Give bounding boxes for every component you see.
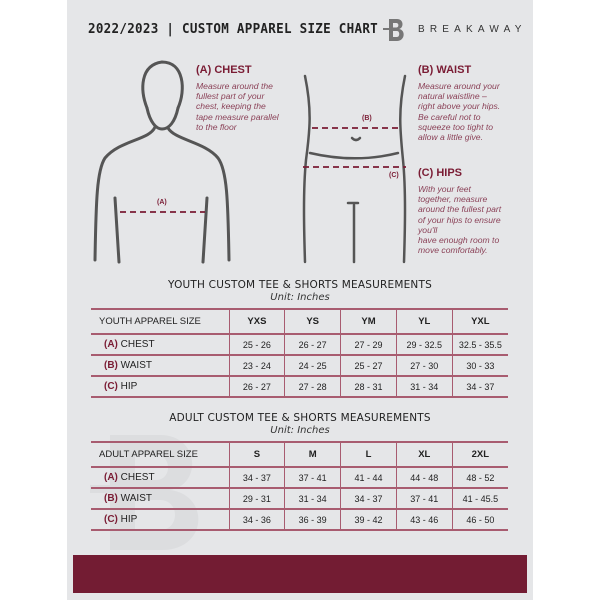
table-row: (C) HIP 34 - 36 36 - 39 39 - 42 43 - 46 46 - … [91, 509, 508, 531]
table-row: (A) CHEST 34 - 37 37 - 41 41 - 44 44 - 48 48 … [91, 467, 508, 489]
measurement-value: 30 - 33 [451, 355, 508, 377]
page-title: 2022/2023 | CUSTOM APPAREL SIZE CHART [88, 21, 379, 37]
table-row: (A) CHEST 25 - 26 26 - 27 27 - 29 29 - 32.5 3… [91, 334, 508, 356]
measurement-value: 29 - 31 [228, 488, 285, 510]
table-row: (B) WAIST 23 - 24 24 - 25 25 - 27 27 - 30 30 … [91, 355, 508, 377]
waist-description: Measure around your natural waistline – ri… [418, 81, 501, 143]
waist-heading: (B) WAIST [418, 64, 472, 76]
measurement-value: 26 - 27 [284, 334, 341, 356]
brand-logo-icon [383, 19, 404, 41]
measurement-value: 36 - 39 [284, 509, 341, 531]
table-header-row: YOUTH APPAREL SIZE YXS YS YM YL YXL [91, 308, 508, 335]
youth-size-table: YOUTH APPAREL SIZE YXS YS YM YL YXL (A) CHEST 2… [91, 308, 508, 398]
measurement-value: 24 - 25 [284, 355, 341, 377]
adult-table-unit: Unit: Inches [270, 425, 330, 436]
row-label-header: YOUTH APPAREL SIZE [91, 308, 229, 335]
measurement-value: 34 - 37 [340, 488, 397, 510]
size-header: 2XL [451, 441, 508, 468]
size-header: XL [395, 441, 453, 468]
size-header: S [228, 441, 285, 468]
measurement-value: 27 - 30 [395, 355, 453, 377]
measurement-value: 34 - 36 [228, 509, 285, 531]
size-header: L [340, 441, 397, 468]
size-header: YXL [451, 308, 508, 335]
footer-bar [73, 555, 527, 593]
measurement-value: 27 - 29 [340, 334, 397, 356]
size-header: YS [284, 308, 341, 335]
measurement-value: 37 - 41 [395, 488, 453, 510]
chest-heading: (A) CHEST [196, 64, 252, 76]
measurement-value: 25 - 26 [228, 334, 285, 356]
youth-table-title: YOUTH CUSTOM TEE & SHORTS MEASUREMENTS [168, 279, 432, 291]
measurement-value: 29 - 32.5 [395, 334, 453, 356]
measurement-value: 28 - 31 [340, 376, 397, 398]
measurement-value: 34 - 37 [451, 376, 508, 398]
hips-description: With your feet together, measure around th… [418, 184, 502, 256]
measurement-value: 39 - 42 [340, 509, 397, 531]
measurement-label: (C) HIP [91, 509, 229, 531]
chest-description: Measure around the fullest part of your ch… [196, 81, 279, 132]
upper-body-figure [93, 60, 231, 264]
measurement-value: 23 - 24 [228, 355, 285, 377]
brand-name: BREAKAWAY [418, 24, 527, 35]
measurement-value: 31 - 34 [395, 376, 453, 398]
adult-table-title: ADULT CUSTOM TEE & SHORTS MEASUREMENTS [169, 412, 431, 424]
youth-table-unit: Unit: Inches [270, 292, 330, 303]
measurement-value: 27 - 28 [284, 376, 341, 398]
hip-marker: (C) [389, 172, 399, 179]
hips-heading: (C) HIPS [418, 167, 462, 179]
table-row: (B) WAIST 29 - 31 31 - 34 34 - 37 37 - 41 41 … [91, 488, 508, 510]
measurement-value: 25 - 27 [340, 355, 397, 377]
measurement-value: 46 - 50 [451, 509, 508, 531]
lower-body-figure [302, 74, 407, 264]
measurement-value: 41 - 45.5 [451, 488, 508, 510]
size-header: YXS [228, 308, 285, 335]
measurement-value: 31 - 34 [284, 488, 341, 510]
measurement-value: 26 - 27 [228, 376, 285, 398]
chest-guide: (A) CHEST Measure around the fullest part… [196, 64, 279, 132]
measurement-value: 41 - 44 [340, 467, 397, 489]
size-header: YL [395, 308, 453, 335]
table-row: (C) HIP 26 - 27 27 - 28 28 - 31 31 - 34 34 - … [91, 376, 508, 398]
measurement-value: 37 - 41 [284, 467, 341, 489]
measurement-value: 34 - 37 [228, 467, 285, 489]
size-header: M [284, 441, 341, 468]
measurement-label: (A) CHEST [91, 334, 229, 356]
table-header-row: ADULT APPAREL SIZE S M L XL 2XL [91, 441, 508, 468]
size-header: YM [340, 308, 397, 335]
body-diagrams [93, 60, 407, 264]
measurement-value: 44 - 48 [395, 467, 453, 489]
hips-guide: (C) HIPS With your feet together, measure… [418, 167, 501, 255]
measurement-value: 43 - 46 [395, 509, 453, 531]
measurement-label: (B) WAIST [91, 355, 229, 377]
measurement-label: (B) WAIST [91, 488, 229, 510]
row-label-header: ADULT APPAREL SIZE [91, 441, 229, 468]
measurement-label: (C) HIP [91, 376, 229, 398]
waist-marker: (B) [362, 115, 372, 122]
adult-size-table: ADULT APPAREL SIZE S M L XL 2XL (A) CHEST 34 - … [91, 441, 508, 531]
measurement-value: 48 - 52 [451, 467, 508, 489]
measurement-value: 32.5 - 35.5 [451, 334, 508, 356]
measurement-label: (A) CHEST [91, 467, 229, 489]
chest-marker: (A) [157, 199, 167, 206]
waist-guide: (B) WAIST Measure around your natural wai… [418, 64, 500, 142]
